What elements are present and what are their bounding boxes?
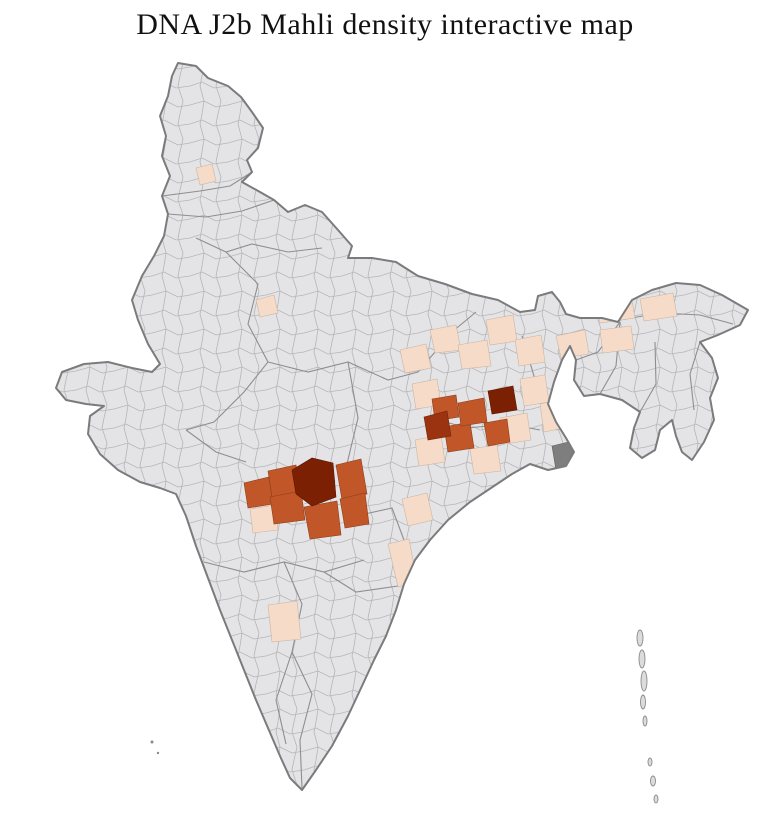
lakshadweep-islands bbox=[150, 740, 160, 755]
island[interactable] bbox=[647, 757, 653, 767]
district-low-density[interactable] bbox=[401, 492, 434, 527]
district-low-density[interactable] bbox=[195, 163, 217, 186]
island[interactable] bbox=[650, 775, 656, 787]
island[interactable] bbox=[636, 629, 644, 647]
district-low-density[interactable] bbox=[255, 294, 279, 318]
districts-medium-density bbox=[243, 394, 511, 540]
island[interactable] bbox=[642, 715, 648, 727]
page-title: DNA J2b Mahli density interactive map bbox=[136, 8, 634, 41]
district-low-density[interactable] bbox=[555, 329, 590, 359]
district-medium-density[interactable] bbox=[335, 458, 368, 501]
district-low-density[interactable] bbox=[519, 374, 550, 407]
district-low-density[interactable] bbox=[429, 324, 462, 354]
district-high-density[interactable] bbox=[487, 385, 518, 415]
island[interactable] bbox=[640, 694, 646, 710]
districts-high-density bbox=[291, 385, 518, 507]
island[interactable] bbox=[640, 670, 648, 692]
district-texture bbox=[56, 63, 748, 790]
district-low-density[interactable] bbox=[639, 292, 678, 322]
island[interactable] bbox=[653, 794, 659, 804]
island[interactable] bbox=[150, 740, 154, 744]
district-low-density[interactable] bbox=[514, 334, 546, 367]
district-medium-density[interactable] bbox=[483, 418, 511, 447]
island[interactable] bbox=[638, 649, 646, 669]
district-low-density[interactable] bbox=[399, 343, 432, 374]
india-outline bbox=[55, 62, 749, 791]
district-low-density[interactable] bbox=[249, 504, 279, 534]
district-medium-density[interactable] bbox=[339, 492, 370, 529]
district-medium-density[interactable] bbox=[269, 490, 306, 525]
district-medium-density[interactable] bbox=[243, 476, 274, 509]
district-low-density[interactable] bbox=[599, 325, 635, 354]
district-medium-density[interactable] bbox=[303, 500, 342, 540]
district-medium-high-density[interactable] bbox=[423, 410, 452, 441]
district-low-density[interactable] bbox=[457, 339, 492, 370]
andaman-nicobar-islands bbox=[636, 629, 659, 804]
district-low-density[interactable] bbox=[469, 444, 502, 475]
district-medium-density[interactable] bbox=[457, 397, 488, 427]
district-high-density[interactable] bbox=[291, 457, 337, 507]
island[interactable] bbox=[156, 751, 160, 755]
district-low-density[interactable] bbox=[267, 600, 302, 643]
district-low-density[interactable] bbox=[485, 314, 518, 346]
